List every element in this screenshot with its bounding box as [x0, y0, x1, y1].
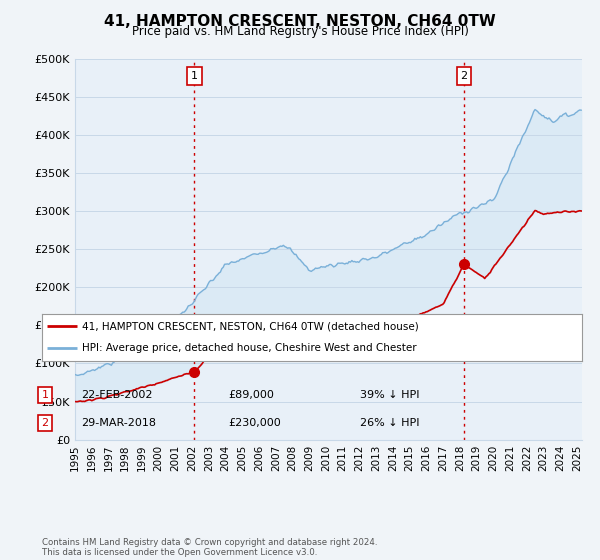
Text: Contains HM Land Registry data © Crown copyright and database right 2024.
This d: Contains HM Land Registry data © Crown c…: [42, 538, 377, 557]
Text: 1: 1: [41, 390, 49, 400]
Text: 2: 2: [41, 418, 49, 428]
Text: £89,000: £89,000: [228, 390, 274, 400]
Text: 2: 2: [460, 71, 467, 81]
Text: £230,000: £230,000: [228, 418, 281, 428]
Text: 41, HAMPTON CRESCENT, NESTON, CH64 0TW: 41, HAMPTON CRESCENT, NESTON, CH64 0TW: [104, 14, 496, 29]
Text: 41, HAMPTON CRESCENT, NESTON, CH64 0TW (detached house): 41, HAMPTON CRESCENT, NESTON, CH64 0TW (…: [83, 321, 419, 332]
Text: 39% ↓ HPI: 39% ↓ HPI: [360, 390, 419, 400]
Text: 22-FEB-2002: 22-FEB-2002: [81, 390, 152, 400]
Text: 1: 1: [191, 71, 197, 81]
Text: Price paid vs. HM Land Registry's House Price Index (HPI): Price paid vs. HM Land Registry's House …: [131, 25, 469, 38]
Text: 26% ↓ HPI: 26% ↓ HPI: [360, 418, 419, 428]
Text: 29-MAR-2018: 29-MAR-2018: [81, 418, 156, 428]
Text: HPI: Average price, detached house, Cheshire West and Chester: HPI: Average price, detached house, Ches…: [83, 343, 417, 353]
